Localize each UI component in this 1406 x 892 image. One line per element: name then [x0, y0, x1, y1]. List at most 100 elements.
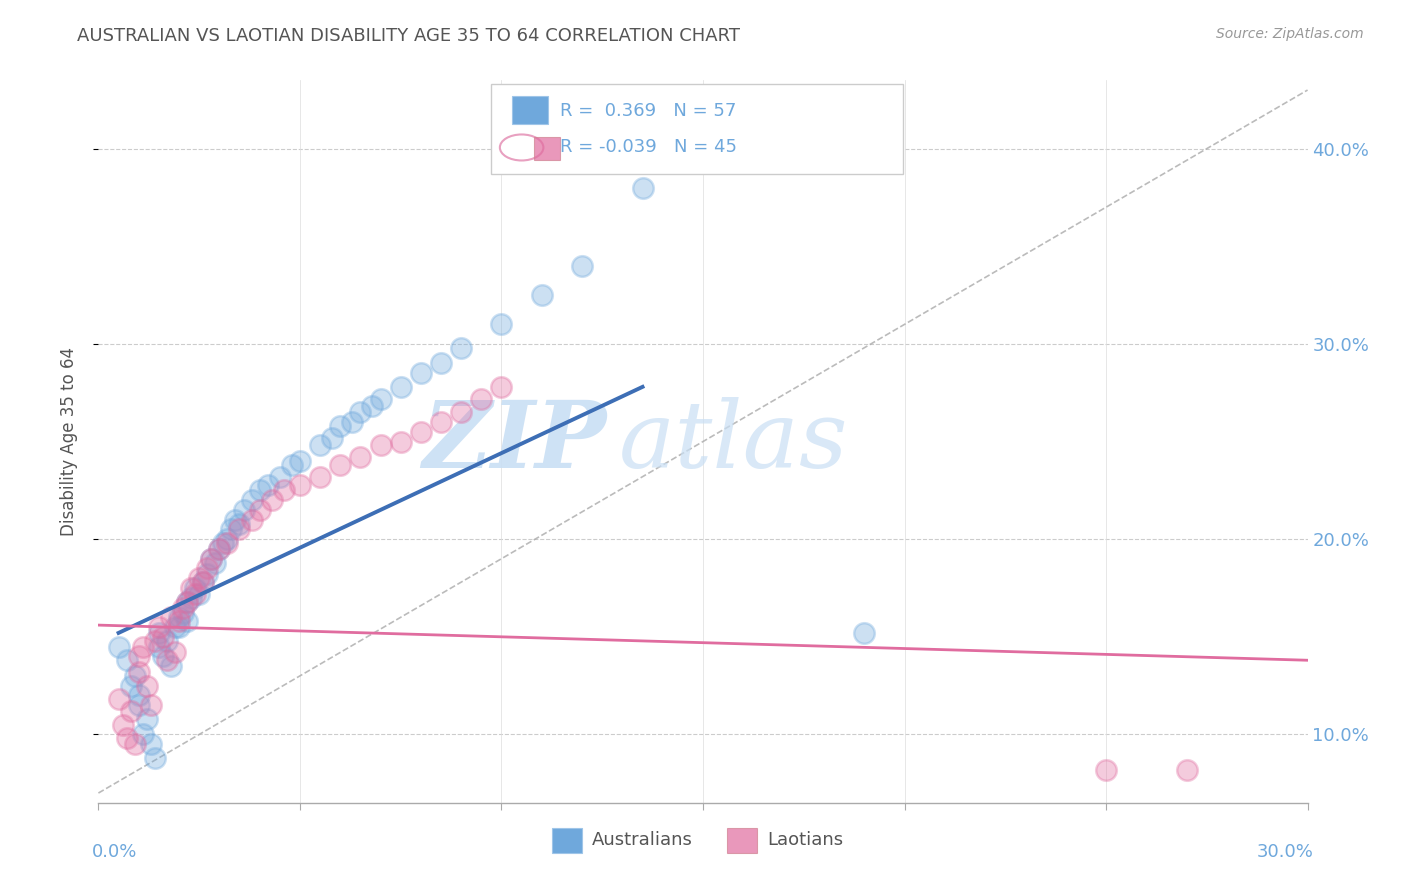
Point — [160, 610, 183, 624]
Point — [193, 575, 215, 590]
Point — [156, 653, 179, 667]
Point — [172, 607, 194, 621]
Point — [188, 571, 211, 585]
Point — [193, 575, 215, 590]
Point — [273, 483, 295, 498]
Point — [128, 689, 150, 703]
Point — [139, 737, 162, 751]
Point — [349, 405, 371, 419]
Point — [631, 180, 654, 194]
Point — [124, 737, 146, 751]
Y-axis label: Disability Age 35 to 64: Disability Age 35 to 64 — [59, 347, 77, 536]
Point — [115, 731, 138, 746]
Point — [195, 561, 218, 575]
Point — [256, 477, 278, 491]
Point — [240, 493, 263, 508]
Text: Laotians: Laotians — [768, 831, 844, 849]
Point — [430, 415, 453, 429]
Point — [342, 415, 364, 429]
Point — [124, 669, 146, 683]
Text: AUSTRALIAN VS LAOTIAN DISABILITY AGE 35 TO 64 CORRELATION CHART: AUSTRALIAN VS LAOTIAN DISABILITY AGE 35 … — [77, 27, 741, 45]
Point — [288, 477, 311, 491]
Point — [200, 551, 222, 566]
Point — [107, 640, 129, 654]
Point — [281, 458, 304, 472]
Point — [167, 614, 190, 628]
Point — [450, 405, 472, 419]
Point — [200, 551, 222, 566]
Point — [208, 541, 231, 556]
Point — [180, 591, 202, 605]
Point — [115, 653, 138, 667]
Point — [148, 640, 170, 654]
Point — [853, 626, 876, 640]
Point — [389, 380, 412, 394]
Point — [176, 595, 198, 609]
Point — [450, 341, 472, 355]
Point — [491, 380, 513, 394]
Point — [409, 366, 432, 380]
Point — [249, 503, 271, 517]
Text: 0.0%: 0.0% — [93, 843, 138, 861]
Point — [195, 567, 218, 582]
Point — [370, 392, 392, 406]
Point — [470, 392, 492, 406]
Point — [260, 493, 283, 508]
Circle shape — [501, 135, 543, 161]
FancyBboxPatch shape — [534, 136, 561, 160]
Point — [309, 469, 332, 483]
FancyBboxPatch shape — [492, 84, 903, 174]
Point — [321, 431, 343, 445]
Text: Source: ZipAtlas.com: Source: ZipAtlas.com — [1216, 27, 1364, 41]
Point — [143, 633, 166, 648]
Text: R = -0.039   N = 45: R = -0.039 N = 45 — [561, 138, 737, 156]
Point — [288, 454, 311, 468]
Point — [160, 659, 183, 673]
Point — [329, 418, 352, 433]
Point — [180, 581, 202, 595]
Point — [361, 400, 384, 414]
Point — [571, 259, 593, 273]
Point — [329, 458, 352, 472]
Point — [208, 541, 231, 556]
Point — [120, 679, 142, 693]
Point — [530, 288, 553, 302]
Point — [120, 704, 142, 718]
Text: ZIP: ZIP — [422, 397, 606, 486]
Point — [217, 536, 239, 550]
Point — [128, 665, 150, 679]
Text: R =  0.369   N = 57: R = 0.369 N = 57 — [561, 102, 737, 120]
Point — [188, 587, 211, 601]
Point — [204, 556, 226, 570]
Point — [172, 600, 194, 615]
Point — [491, 318, 513, 332]
Point — [309, 438, 332, 452]
Point — [370, 438, 392, 452]
Point — [232, 503, 254, 517]
FancyBboxPatch shape — [727, 828, 758, 854]
Point — [1175, 763, 1198, 777]
Point — [349, 450, 371, 465]
Point — [163, 620, 186, 634]
Text: 30.0%: 30.0% — [1257, 843, 1313, 861]
Point — [269, 469, 291, 483]
Point — [224, 513, 246, 527]
Point — [409, 425, 432, 439]
Point — [163, 645, 186, 659]
Point — [167, 610, 190, 624]
Point — [128, 698, 150, 713]
Text: Australians: Australians — [592, 831, 693, 849]
Text: atlas: atlas — [619, 397, 848, 486]
Point — [135, 712, 157, 726]
Point — [132, 640, 155, 654]
Point — [249, 483, 271, 498]
Point — [111, 717, 134, 731]
FancyBboxPatch shape — [551, 828, 582, 854]
Point — [184, 587, 207, 601]
Point — [221, 523, 243, 537]
Point — [152, 630, 174, 644]
Point — [176, 595, 198, 609]
Point — [152, 649, 174, 664]
FancyBboxPatch shape — [512, 96, 548, 124]
Point — [128, 649, 150, 664]
